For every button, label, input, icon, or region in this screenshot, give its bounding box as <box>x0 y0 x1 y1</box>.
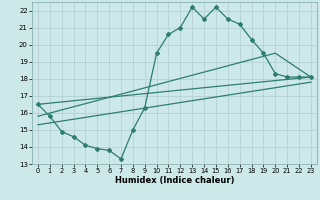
X-axis label: Humidex (Indice chaleur): Humidex (Indice chaleur) <box>115 176 234 185</box>
